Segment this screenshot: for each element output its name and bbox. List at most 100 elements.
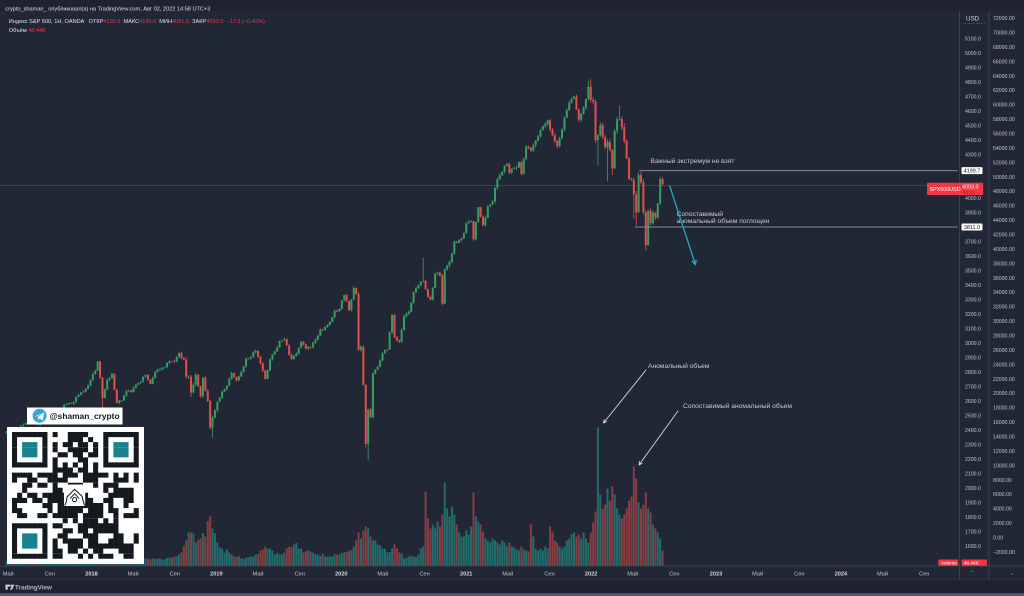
svg-text:20000.00: 20000.00 (993, 391, 1015, 397)
svg-text:16000.00: 16000.00 (993, 420, 1015, 426)
svg-text:56000.00: 56000.00 (993, 132, 1015, 138)
svg-text:5100.0: 5100.0 (965, 36, 981, 42)
svg-text:3400.0: 3400.0 (965, 283, 981, 289)
svg-text:2600.0: 2600.0 (965, 399, 981, 405)
svg-text:crypto_shaman_ опубликовал(а): crypto_shaman_ опубликовал(а) на Trading… (5, 6, 210, 12)
svg-text:3000.0: 3000.0 (965, 341, 981, 347)
svg-text:58000.00: 58000.00 (993, 117, 1015, 123)
svg-text:TradingView: TradingView (15, 585, 52, 592)
svg-text:3600.0: 3600.0 (965, 254, 981, 260)
svg-text:@shaman_crypto: @shaman_crypto (50, 411, 120, 421)
svg-text:4700.0: 4700.0 (965, 94, 981, 100)
svg-text:⌄: ⌄ (1009, 571, 1014, 577)
svg-text:Объём 48.44K: Объём 48.44K (9, 28, 46, 34)
svg-text:2700.0: 2700.0 (965, 385, 981, 391)
svg-text:46000.00: 46000.00 (993, 204, 1015, 210)
svg-text:2021: 2021 (460, 572, 472, 578)
svg-text:Сен: Сен (919, 572, 929, 578)
svg-text:4093.0: 4093.0 (962, 185, 979, 191)
svg-text:1900.0: 1900.0 (965, 501, 981, 507)
svg-text:60000.00: 60000.00 (993, 103, 1015, 109)
svg-text:Сопоставимый аномальный объем: Сопоставимый аномальный объем (683, 402, 792, 410)
svg-text:42000.00: 42000.00 (993, 233, 1015, 239)
svg-text:Сен: Сен (419, 572, 429, 578)
svg-text:70000.00: 70000.00 (993, 31, 1015, 37)
svg-text:2100.0: 2100.0 (965, 472, 981, 478)
svg-text:10000.00: 10000.00 (993, 463, 1015, 469)
svg-text:2019: 2019 (210, 572, 222, 578)
svg-text:14000.00: 14000.00 (993, 435, 1015, 441)
svg-text:48.44K: 48.44K (964, 561, 980, 567)
svg-text:3100.0: 3100.0 (965, 327, 981, 333)
svg-text:Сен: Сен (45, 572, 55, 578)
svg-text:2800.0: 2800.0 (965, 370, 981, 376)
svg-text:SPX500USD: SPX500USD (930, 187, 961, 193)
svg-text:3300.0: 3300.0 (965, 298, 981, 304)
svg-text:Май: Май (128, 571, 139, 578)
svg-text:4800.0: 4800.0 (965, 80, 981, 86)
svg-text:⌃: ⌃ (969, 570, 974, 577)
svg-text:4600.0: 4600.0 (965, 109, 981, 115)
svg-text:66000.00: 66000.00 (993, 59, 1015, 65)
svg-text:Май: Май (253, 571, 264, 578)
svg-text:1600.0: 1600.0 (965, 544, 981, 550)
svg-text:2018: 2018 (85, 572, 97, 578)
svg-text:Май: Май (377, 571, 388, 578)
svg-text:4500.0: 4500.0 (965, 123, 981, 129)
svg-text:Сопоставимый: Сопоставимый (677, 210, 724, 218)
svg-text:34000.00: 34000.00 (993, 290, 1015, 296)
svg-text:Аномальный объем: Аномальный объем (648, 362, 710, 370)
svg-text:22000.00: 22000.00 (993, 377, 1015, 383)
svg-text:3200.0: 3200.0 (965, 312, 981, 318)
svg-text:1800.0: 1800.0 (965, 515, 981, 521)
svg-text:2020: 2020 (335, 572, 347, 578)
svg-text:26000.00: 26000.00 (993, 348, 1015, 354)
svg-text:USD: USD (966, 16, 980, 23)
svg-text:28000.00: 28000.00 (993, 334, 1015, 340)
svg-text:54000.00: 54000.00 (993, 146, 1015, 152)
svg-text:0.00: 0.00 (993, 536, 1003, 542)
svg-text:12000.00: 12000.00 (993, 449, 1015, 455)
svg-text:Volume: Volume (941, 561, 957, 567)
svg-text:72000.00: 72000.00 (993, 16, 1015, 22)
svg-text:Май: Май (3, 571, 14, 578)
svg-text:аномальный объем поглощен: аномальный объем поглощен (677, 217, 770, 225)
svg-text:Сен: Сен (295, 572, 305, 578)
svg-text:6000.00: 6000.00 (993, 492, 1012, 498)
svg-text:2023: 2023 (710, 572, 722, 578)
svg-text:Май: Май (877, 571, 888, 578)
svg-text:Май: Май (627, 571, 638, 578)
svg-text:30000.00: 30000.00 (993, 319, 1015, 325)
svg-text:52000.00: 52000.00 (993, 160, 1015, 166)
svg-text:50000.00: 50000.00 (993, 175, 1015, 181)
svg-text:8000.00: 8000.00 (993, 478, 1012, 484)
svg-text:40000.00: 40000.00 (993, 247, 1015, 253)
svg-text:2900.0: 2900.0 (965, 356, 981, 362)
svg-text:Важный экстремум не взят: Важный экстремум не взят (651, 157, 735, 165)
svg-text:Сен: Сен (170, 572, 180, 578)
svg-text:2300.0: 2300.0 (965, 443, 981, 449)
svg-text:Май: Май (752, 571, 763, 578)
svg-text:3500.0: 3500.0 (965, 269, 981, 275)
svg-text:1700.0: 1700.0 (965, 530, 981, 536)
svg-text:24000.00: 24000.00 (993, 362, 1015, 368)
svg-text:5000.0: 5000.0 (965, 51, 981, 57)
svg-text:38000.00: 38000.00 (993, 261, 1015, 267)
svg-text:68000.00: 68000.00 (993, 45, 1015, 51)
svg-text:3811.0: 3811.0 (964, 225, 980, 231)
svg-text:62000.00: 62000.00 (993, 88, 1015, 94)
svg-text:Индекс S&P 500, 1H, OANDA ОТКР: Индекс S&P 500, 1H, OANDA ОТКР4130.5 МАКС… (9, 19, 265, 25)
svg-text:2022: 2022 (585, 572, 597, 578)
svg-text:Сен: Сен (669, 572, 679, 578)
svg-text:36000.00: 36000.00 (993, 276, 1015, 282)
svg-text:4300.0: 4300.0 (965, 152, 981, 158)
svg-text:4400.0: 4400.0 (965, 138, 981, 144)
svg-text:48000.00: 48000.00 (993, 189, 1015, 195)
svg-text:18000.00: 18000.00 (993, 406, 1015, 412)
svg-text:2024: 2024 (835, 572, 848, 578)
svg-text:64000.00: 64000.00 (993, 74, 1015, 80)
svg-text:2000.00: 2000.00 (993, 521, 1012, 527)
svg-text:2000.0: 2000.0 (965, 486, 981, 492)
svg-text:2500.0: 2500.0 (965, 414, 981, 420)
svg-text:32000.00: 32000.00 (993, 305, 1015, 311)
